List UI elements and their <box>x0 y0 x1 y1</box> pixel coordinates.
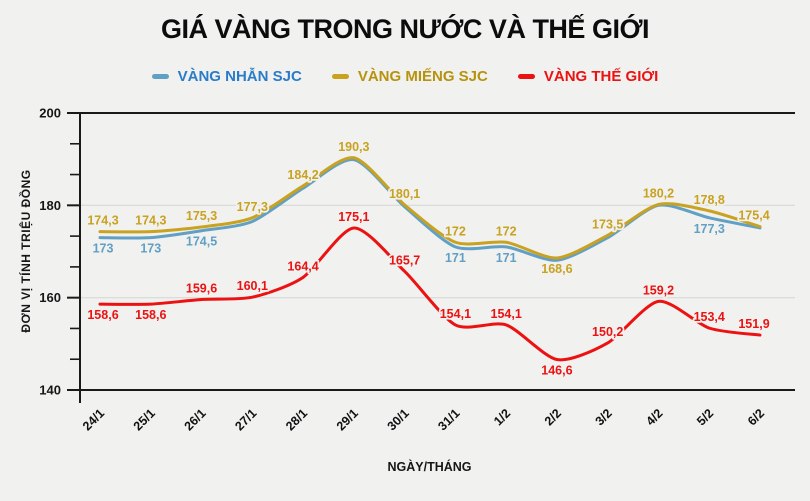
legend: VÀNG NHẪN SJC VÀNG MIẾNG SJC VÀNG THẾ GI… <box>0 68 810 85</box>
y-axis-title: ĐƠN VỊ TÍNH TRIỆU ĐỒNG <box>18 169 33 332</box>
data-label: 159,2 <box>643 283 674 297</box>
data-label: 180,2 <box>643 186 674 200</box>
legend-label: VÀNG MIẾNG SJC <box>357 68 488 85</box>
series-line-vang-the-gioi <box>98 226 762 362</box>
data-label: 151,9 <box>738 317 769 331</box>
y-tick-label: 200 <box>39 106 61 121</box>
data-label: 172 <box>496 224 517 238</box>
data-label: 175,3 <box>186 209 217 223</box>
legend-item-vang-mieng-sjc: VÀNG MIẾNG SJC <box>331 68 488 85</box>
x-tick-label: 30/1 <box>385 406 412 433</box>
data-label: 174,3 <box>135 214 166 228</box>
data-label: 154,1 <box>440 307 471 321</box>
data-label: 171 <box>445 251 466 265</box>
x-tick-label: 26/1 <box>182 406 209 433</box>
data-label: 150,2 <box>592 325 623 339</box>
x-tick-label: 27/1 <box>232 406 259 433</box>
y-tick-label: 180 <box>39 198 61 213</box>
data-label: 159,6 <box>186 282 217 296</box>
x-tick-label: 28/1 <box>283 406 310 433</box>
data-label: 178,8 <box>694 193 725 207</box>
x-tick-label: 29/1 <box>334 406 361 433</box>
legend-label: VÀNG NHẪN SJC <box>177 68 302 85</box>
legend-swatch-red-icon <box>517 74 535 79</box>
data-label: 173,5 <box>592 217 623 231</box>
data-label: 173 <box>93 242 114 256</box>
data-label: 174,3 <box>87 214 118 228</box>
data-label: 154,1 <box>491 307 522 321</box>
data-label: 164,4 <box>287 259 318 273</box>
data-label: 175,4 <box>738 209 769 223</box>
data-label: 177,3 <box>694 222 725 236</box>
series-labels-vang-nhan-sjc: 173 173 174,5 171 171 177,3 <box>91 220 727 267</box>
x-tick-label: 6/2 <box>745 406 767 428</box>
gridlines <box>80 112 795 391</box>
data-label: 158,6 <box>87 308 118 322</box>
legend-item-vang-nhan-sjc: VÀNG NHẪN SJC <box>151 68 302 85</box>
x-tick-label: 5/2 <box>694 406 716 428</box>
data-label: 177,3 <box>237 200 268 214</box>
series-labels-vang-the-gioi: 158,6 158,6 159,6 160,1 164,4 175,1 165,7 154,1… <box>86 208 772 379</box>
y-tick-label: 160 <box>39 290 61 305</box>
x-tick-label: 2/2 <box>542 406 564 428</box>
series-line-vang-mieng-sjc <box>98 156 762 260</box>
data-label: 160,1 <box>237 279 268 293</box>
x-tick-label: 4/2 <box>643 406 665 428</box>
data-label: 158,6 <box>135 308 166 322</box>
data-label: 168,6 <box>541 262 572 276</box>
data-label: 180,1 <box>389 187 420 201</box>
x-tick-label: 24/1 <box>80 406 107 433</box>
x-tick-label: 31/1 <box>435 406 462 433</box>
x-tick-label: 1/2 <box>491 406 513 428</box>
data-label: 146,6 <box>541 364 572 378</box>
data-label: 172 <box>445 224 466 238</box>
legend-swatch-blue-icon <box>151 74 169 79</box>
data-label: 184,2 <box>287 168 318 182</box>
y-tick-label: 140 <box>39 383 61 398</box>
data-label: 171 <box>496 251 517 265</box>
legend-swatch-gold-icon <box>331 74 349 79</box>
legend-item-vang-the-gioi: VÀNG THẾ GIỚI <box>517 68 659 85</box>
x-tick-label: 3/2 <box>593 406 615 428</box>
chart-title: GIÁ VÀNG TRONG NƯỚC VÀ THẾ GIỚI <box>161 14 649 44</box>
data-label: 173 <box>140 242 161 256</box>
x-tick-label: 25/1 <box>131 406 158 433</box>
x-axis-labels: 24/1 25/1 26/1 27/1 28/1 29/1 30/1 31/1 1/2 2/2 3/… <box>80 406 767 433</box>
data-label: 165,7 <box>389 253 420 267</box>
data-label: 174,5 <box>186 235 217 249</box>
legend-label: VÀNG THẾ GIỚI <box>543 68 659 85</box>
data-label: 153,4 <box>694 310 725 324</box>
y-axis: 200 180 160 140 <box>39 106 81 403</box>
data-label: 175,1 <box>338 210 369 224</box>
x-axis-title: NGÀY/THÁNG <box>387 459 471 474</box>
data-label: 190,3 <box>338 140 369 154</box>
